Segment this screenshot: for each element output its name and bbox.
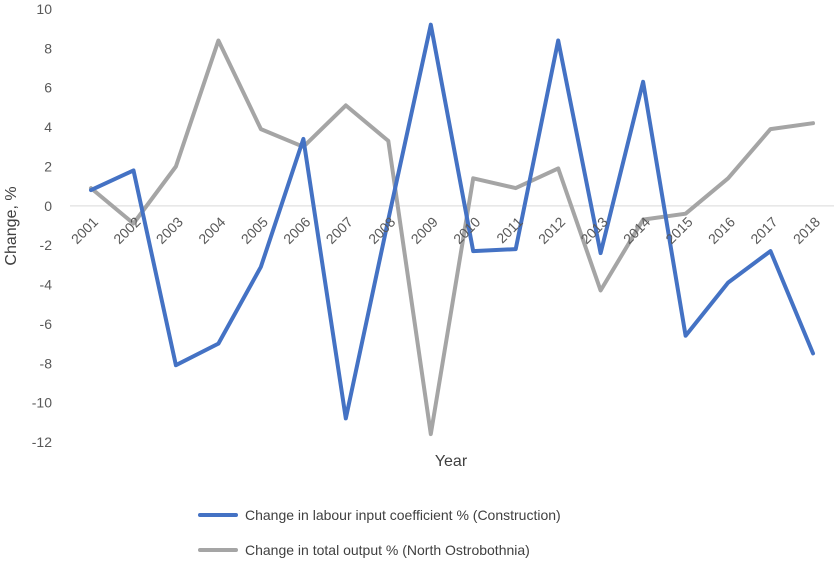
y-tick-label: 2 [44,158,52,174]
y-tick-label: -6 [40,316,53,332]
x-tick-label: 2012 [535,213,568,246]
series-line-1 [89,22,815,421]
x-tick-label: 2007 [323,213,356,246]
x-tick-label: 2004 [195,213,228,246]
y-tick-label: -8 [40,355,53,371]
y-axis-ticks: -12 -10 -8 -6 -4 -2 0 2 4 6 8 10 [32,1,52,450]
x-tick-label: 2009 [408,213,441,246]
x-axis-title: Year [435,453,468,470]
x-tick-label: 2006 [280,213,313,246]
y-tick-label: 6 [44,80,52,96]
y-tick-label: -10 [32,395,52,411]
x-tick-label: 2018 [790,213,823,246]
y-tick-label: -2 [40,237,53,253]
x-tick-label: 2003 [153,213,186,246]
y-tick-label: 8 [44,40,52,56]
y-tick-label: 0 [44,198,52,214]
x-axis-ticks: 2001 2002 2003 2004 2005 2006 2007 2008 2009 2010… [68,213,823,246]
y-axis-title: Change, % [3,186,20,265]
series-line-2 [89,38,815,437]
x-tick-label: 2017 [747,213,780,246]
x-tick-label: 2005 [238,213,271,246]
y-tick-label: 4 [44,119,52,135]
y-tick-label: -4 [40,277,53,293]
legend: Change in labour input coefficient % (Co… [198,507,561,558]
legend-label-2: Change in total output % (North Ostrobot… [245,542,530,558]
series-lines [89,22,815,437]
x-tick-label: 2001 [68,213,101,246]
x-tick-label: 2016 [705,213,738,246]
y-tick-label: 10 [36,1,52,17]
legend-label-1: Change in labour input coefficient % (Co… [245,507,561,523]
x-tick-label: 2010 [450,213,483,246]
y-tick-label: -12 [32,434,52,450]
